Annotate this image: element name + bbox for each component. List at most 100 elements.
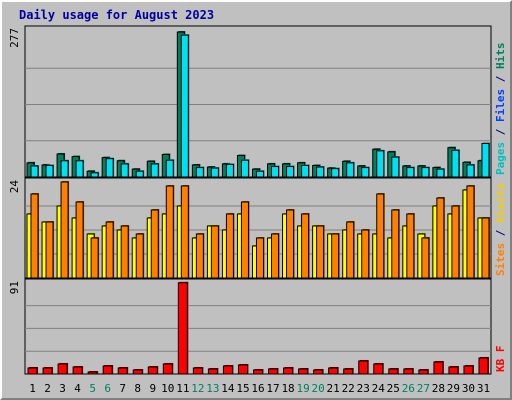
bar-kb-f — [403, 368, 414, 375]
bar-kb-f — [57, 363, 68, 375]
bar-files — [301, 164, 310, 178]
legend-item: Visits — [494, 183, 507, 223]
x-tick-label: 1 — [29, 382, 36, 395]
bar-files — [165, 159, 174, 178]
bar-sites — [30, 193, 39, 279]
bar-files — [210, 167, 219, 178]
bar-sites — [255, 237, 264, 279]
bar-kb-f — [207, 368, 218, 375]
legend-item: / — [494, 69, 507, 89]
x-tick-label: 10 — [161, 382, 174, 395]
x-tick-label: 12 — [191, 382, 204, 395]
bar-files — [195, 167, 204, 178]
bar-kb-f — [268, 368, 279, 375]
bar-files — [240, 159, 249, 178]
x-tick-label: 30 — [462, 382, 475, 395]
bar-files — [391, 156, 400, 178]
bar-kb-f — [328, 367, 339, 375]
x-tick-label: 6 — [104, 382, 111, 395]
bar-kb-f — [132, 369, 143, 375]
x-tick-label: 16 — [251, 382, 264, 395]
x-tick-label: 3 — [59, 382, 66, 395]
bar-kb-f — [27, 367, 38, 375]
bar-files — [45, 164, 54, 178]
legend-item: Files — [494, 89, 507, 122]
panel-kbf: 91 KB F — [8, 278, 507, 375]
x-tick-label: 21 — [327, 382, 340, 395]
x-tick-label: 25 — [387, 382, 400, 395]
x-tick-label: 8 — [134, 382, 141, 395]
bar-sites — [210, 225, 219, 279]
x-tick-label: 19 — [296, 382, 309, 395]
bar-files — [75, 160, 84, 178]
bar-files — [60, 160, 69, 178]
bar-kb-f — [478, 357, 489, 375]
bar-kb-f — [298, 368, 309, 375]
bar-files — [90, 172, 99, 178]
bar-sites — [165, 185, 174, 279]
bar-sites — [180, 185, 189, 279]
bar-sites — [271, 233, 280, 279]
panel-background — [24, 278, 492, 375]
x-tick-label: 20 — [312, 382, 325, 395]
bar-files — [451, 149, 460, 178]
x-tick-label: 27 — [417, 382, 430, 395]
bar-kb-f — [87, 371, 98, 375]
bar-kb-f — [283, 367, 294, 375]
bar-kb-f — [313, 369, 324, 375]
bar-sites — [451, 205, 460, 279]
bar-sites — [90, 237, 99, 279]
bar-files — [406, 167, 415, 178]
bar-sites — [135, 233, 144, 279]
bar-kb-f — [147, 366, 158, 375]
series-sites — [30, 181, 490, 279]
x-tick-label: 18 — [281, 382, 294, 395]
bar-kb-f — [162, 363, 173, 375]
bar-files — [436, 168, 445, 178]
series-kb-f — [27, 281, 489, 375]
bar-kb-f — [237, 364, 248, 375]
legend-item: Sites — [494, 243, 507, 276]
bar-sites — [240, 201, 249, 279]
bar-files — [120, 163, 129, 178]
bar-files — [376, 150, 385, 178]
bar-files — [421, 167, 430, 178]
bar-files — [255, 170, 264, 178]
bar-sites — [150, 209, 159, 279]
x-tick-label: 7 — [119, 382, 126, 395]
bar-kb-f — [463, 365, 474, 375]
bar-files — [180, 34, 189, 178]
bar-kb-f — [222, 365, 233, 375]
x-tick-label: 26 — [402, 382, 415, 395]
x-tick-label: 22 — [342, 382, 355, 395]
bar-sites — [436, 197, 445, 279]
bar-files — [286, 166, 295, 178]
x-tick-label: 17 — [266, 382, 279, 395]
bar-files — [466, 164, 475, 178]
bar-kb-f — [433, 361, 444, 375]
panel-hits-files-pages: 277 Pages / Files / Hits — [8, 25, 507, 178]
bar-kb-f — [448, 366, 459, 375]
x-tick-label: 28 — [432, 382, 445, 395]
bar-sites — [105, 221, 114, 279]
legend-item: Pages — [494, 142, 507, 175]
legend-item: / — [494, 122, 507, 142]
x-tick-label: 14 — [221, 382, 235, 395]
x-tick-label: 23 — [357, 382, 370, 395]
bar-sites — [286, 209, 295, 279]
bar-files — [135, 170, 144, 178]
legend-item: / — [494, 223, 507, 243]
bar-files — [361, 167, 370, 178]
bar-kb-f — [177, 282, 188, 375]
x-tick-label: 24 — [372, 382, 386, 395]
bar-kb-f — [72, 366, 83, 375]
bar-files — [316, 166, 325, 178]
bar-files — [30, 165, 39, 178]
legend: KB F — [494, 346, 507, 373]
bar-files — [346, 162, 355, 178]
legend: Sites / Visits — [494, 183, 507, 276]
bar-sites — [195, 233, 204, 279]
x-tick-label: 31 — [477, 382, 490, 395]
bar-sites — [466, 185, 475, 279]
